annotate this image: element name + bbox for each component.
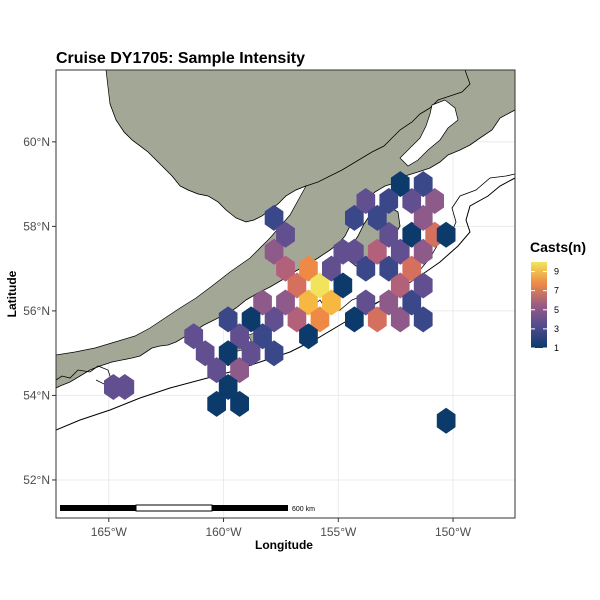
hexbin-cell <box>390 171 410 198</box>
hexbin-cell <box>436 407 456 434</box>
hexbin-cell <box>367 306 387 333</box>
legend-colorbar <box>531 262 547 348</box>
scale-bar-segment-2 <box>135 504 213 512</box>
hexbin-cell <box>356 289 376 316</box>
legend-tick-label: 5 <box>554 305 559 315</box>
hexbin-cell <box>264 306 284 333</box>
hexbin-cell <box>310 306 330 333</box>
scale-bar: 600 km <box>60 504 315 513</box>
legend-tick-label: 9 <box>554 267 559 277</box>
hexbin-cell <box>218 374 238 400</box>
y-axis-ticks: 52°N 54°N 56°N 58°N 60°N <box>23 135 56 487</box>
x-tick-label: 150°W <box>435 525 472 539</box>
hexbin-cell <box>413 171 433 198</box>
legend: Casts(n) 1 3 5 7 9 <box>530 239 586 353</box>
hexbin-cell <box>276 289 295 316</box>
hexbin-cell <box>367 238 387 265</box>
legend-tick-label: 7 <box>554 286 559 296</box>
y-tick-label: 58°N <box>23 219 50 233</box>
hexbin-cell <box>207 390 226 417</box>
scale-bar-segment-3 <box>212 505 288 511</box>
hexbin-cell <box>287 272 307 299</box>
hexbin-cell <box>379 255 399 282</box>
hexbin-cell <box>390 272 410 299</box>
hexbin-cell <box>413 204 433 231</box>
hexbin-cell <box>218 340 238 367</box>
hexbin-cell <box>367 204 387 231</box>
legend-title: Casts(n) <box>530 239 586 255</box>
hexbin-cell <box>345 238 364 265</box>
hexbin-cell <box>276 255 295 282</box>
hexbin-cell <box>230 390 249 417</box>
hexbin-cell <box>356 255 376 282</box>
x-tick-label: 165°W <box>91 525 128 539</box>
legend-ticks: 1 3 5 7 9 <box>531 267 559 353</box>
hexbin-cell <box>390 306 410 333</box>
hexbin-cell <box>264 340 284 367</box>
y-axis-title: Latitude <box>5 270 19 317</box>
legend-tick-label: 3 <box>554 324 559 334</box>
map-panel-border <box>55 69 516 519</box>
hexbin-cell <box>390 238 410 265</box>
bristol-bay-water <box>56 70 307 356</box>
hexbin-cell <box>379 221 399 248</box>
hexbin-cell <box>218 306 238 333</box>
hexbin-cell <box>413 306 433 333</box>
hexbin-cell <box>402 221 422 248</box>
hexbin-cell <box>345 204 364 231</box>
hexbin-cell <box>207 357 226 384</box>
hexbin-cell <box>287 306 307 333</box>
hexbin-cell <box>230 323 249 350</box>
x-axis-title: Longitude <box>255 538 313 552</box>
hexbin-layer <box>104 171 456 434</box>
y-tick-label: 56°N <box>23 304 50 318</box>
hexbin-cell <box>276 221 295 248</box>
hexbin-cell <box>184 323 204 350</box>
hexbin-cell <box>241 306 261 333</box>
hexbin-cell <box>322 255 341 282</box>
cook-inlet-water <box>399 99 459 167</box>
hexbin-cell <box>436 221 456 248</box>
hexbin-cell <box>425 188 444 214</box>
hexbin-cell <box>299 255 318 282</box>
hexbin-cell <box>230 357 249 384</box>
hexbin-cell <box>241 340 261 367</box>
hexbin-cell <box>413 272 433 299</box>
y-tick-label: 52°N <box>23 473 50 487</box>
legend-tick-label: 1 <box>554 343 559 353</box>
hexbin-cell <box>322 289 341 316</box>
hexbin-cell <box>402 255 422 282</box>
x-tick-label: 155°W <box>320 525 357 539</box>
hexbin-cell <box>402 188 422 214</box>
y-tick-label: 54°N <box>23 388 50 402</box>
hexbin-cell <box>356 188 376 214</box>
scale-bar-label: 600 km <box>292 506 315 513</box>
hexbin-cell <box>310 272 330 299</box>
hexbin-cell <box>379 289 399 316</box>
hexbin-cell <box>402 289 422 316</box>
hexbin-cell <box>264 238 284 265</box>
map-title: Cruise DY1705: Sample Intensity <box>56 50 305 67</box>
hexbin-cell <box>195 340 215 367</box>
hexbin-cell <box>345 306 364 333</box>
hexbin-cell <box>104 374 123 400</box>
hexbin-cell <box>253 323 272 350</box>
hexbin-cell <box>413 238 433 265</box>
x-tick-label: 160°W <box>205 525 242 539</box>
hexbin-cell <box>299 323 318 350</box>
scale-bar-segment-1 <box>60 505 136 511</box>
hexbin-cell <box>379 188 399 214</box>
hexbin-cell <box>264 204 284 231</box>
hexbin-cell <box>253 289 272 316</box>
hexbin-cell <box>333 272 353 299</box>
y-tick-label: 60°N <box>23 135 50 149</box>
hexbin-cell <box>299 289 318 316</box>
x-axis-ticks: 165°W 160°W 155°W 150°W <box>91 518 472 539</box>
